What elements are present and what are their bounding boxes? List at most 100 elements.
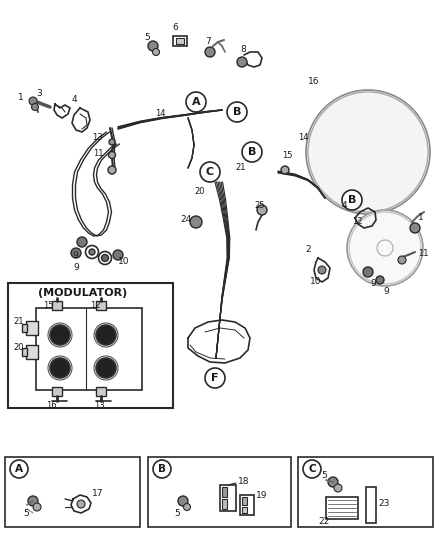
Bar <box>242 507 247 513</box>
Circle shape <box>77 500 85 508</box>
Text: B: B <box>158 464 166 474</box>
Bar <box>52 301 62 310</box>
Circle shape <box>71 248 81 258</box>
Text: 17: 17 <box>92 489 103 497</box>
Circle shape <box>109 139 115 145</box>
Text: B: B <box>233 107 241 117</box>
Text: 16: 16 <box>46 400 57 409</box>
Bar <box>26 345 38 359</box>
Circle shape <box>184 504 191 511</box>
Bar <box>26 321 38 335</box>
Text: 6: 6 <box>172 23 178 33</box>
Bar <box>52 387 62 396</box>
Circle shape <box>29 97 37 105</box>
Circle shape <box>108 166 116 174</box>
Text: (MODULATOR): (MODULATOR) <box>38 288 127 298</box>
Bar <box>36 308 142 390</box>
Circle shape <box>318 266 326 274</box>
Text: 21: 21 <box>13 317 24 326</box>
Bar <box>298 457 433 527</box>
Text: 3: 3 <box>36 90 42 99</box>
Text: 5: 5 <box>174 510 180 519</box>
Bar <box>326 497 358 519</box>
Bar <box>222 499 227 509</box>
Circle shape <box>306 90 430 214</box>
Circle shape <box>85 246 99 259</box>
Circle shape <box>347 210 423 286</box>
Circle shape <box>227 102 247 122</box>
Circle shape <box>398 256 406 264</box>
Bar <box>148 457 291 527</box>
Text: F: F <box>211 373 219 383</box>
Text: 1: 1 <box>18 93 24 102</box>
Circle shape <box>237 57 247 67</box>
Text: 11: 11 <box>418 248 428 257</box>
Circle shape <box>153 460 171 478</box>
Text: 4: 4 <box>72 95 78 104</box>
Text: 2: 2 <box>305 246 311 254</box>
Circle shape <box>242 142 262 162</box>
Text: 25: 25 <box>254 200 265 209</box>
Circle shape <box>363 267 373 277</box>
Circle shape <box>205 47 215 57</box>
Text: C: C <box>308 464 316 474</box>
Text: 5: 5 <box>23 510 29 519</box>
Circle shape <box>89 249 95 255</box>
Text: 9: 9 <box>72 251 78 260</box>
Text: 9: 9 <box>383 287 389 296</box>
Circle shape <box>113 250 123 260</box>
Bar <box>5 457 140 527</box>
Circle shape <box>186 92 206 112</box>
Bar <box>176 38 184 44</box>
Text: 19: 19 <box>256 490 268 499</box>
Circle shape <box>50 325 70 345</box>
Text: 24: 24 <box>180 215 191 224</box>
Text: 10: 10 <box>310 278 321 287</box>
Text: 16: 16 <box>308 77 319 86</box>
Text: 14: 14 <box>298 133 308 142</box>
Circle shape <box>152 49 159 55</box>
Text: A: A <box>192 97 200 107</box>
Bar <box>240 495 254 515</box>
Bar <box>173 36 187 46</box>
Circle shape <box>205 368 225 388</box>
Circle shape <box>342 190 362 210</box>
Circle shape <box>28 496 38 506</box>
Text: 1: 1 <box>418 214 424 222</box>
Text: B: B <box>348 195 356 205</box>
Text: 20: 20 <box>13 343 24 351</box>
Circle shape <box>50 358 70 378</box>
Bar <box>96 387 106 396</box>
Text: 21: 21 <box>235 164 246 173</box>
Circle shape <box>33 503 41 511</box>
Circle shape <box>109 151 116 158</box>
Text: 5: 5 <box>144 34 150 43</box>
Text: 12: 12 <box>352 217 363 227</box>
Text: 15: 15 <box>43 301 53 310</box>
Text: 8: 8 <box>240 45 246 54</box>
Text: 22: 22 <box>318 518 329 527</box>
Text: 23: 23 <box>378 499 389 508</box>
Circle shape <box>102 254 109 262</box>
Text: 20: 20 <box>194 188 205 197</box>
Text: A: A <box>15 464 23 474</box>
Circle shape <box>328 477 338 487</box>
Text: 9: 9 <box>370 279 376 288</box>
Circle shape <box>77 237 87 247</box>
Text: 13: 13 <box>94 400 105 409</box>
Circle shape <box>376 276 384 284</box>
Circle shape <box>148 41 158 51</box>
Text: 4: 4 <box>342 201 348 211</box>
Bar <box>8 283 173 408</box>
Text: 5: 5 <box>321 471 327 480</box>
Bar <box>96 301 106 310</box>
Bar <box>366 487 376 523</box>
Text: 9: 9 <box>73 262 79 271</box>
Circle shape <box>334 484 342 492</box>
Bar <box>242 497 247 505</box>
Circle shape <box>281 166 289 174</box>
Circle shape <box>410 223 420 233</box>
Circle shape <box>99 252 112 264</box>
Text: C: C <box>206 167 214 177</box>
Bar <box>22 324 27 332</box>
